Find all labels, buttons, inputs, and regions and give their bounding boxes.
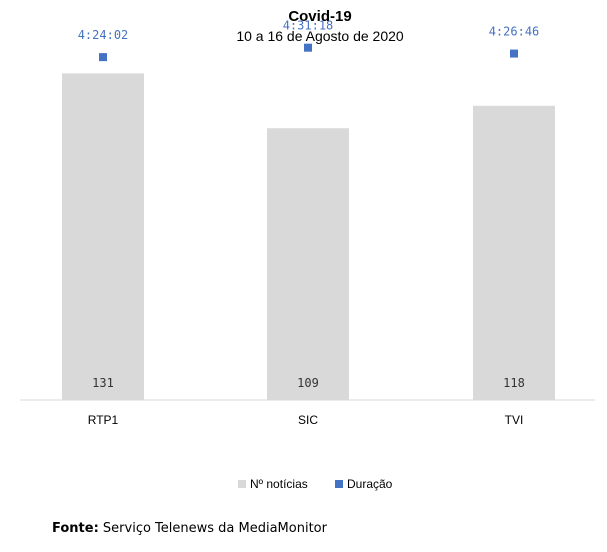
bar-rtp1 — [62, 73, 144, 400]
legend-swatch-duracao — [335, 480, 343, 488]
duration-label-sic: 4:31:18 — [283, 19, 334, 33]
source-label: Fonte: — [52, 521, 99, 536]
category-label-tvi: TVI — [505, 413, 524, 427]
bar-value-label-rtp1: 131 — [92, 376, 114, 390]
chart-subtitle: 10 a 16 de Agosto de 2020 — [236, 28, 404, 44]
legend: Nº notícias Duração — [238, 477, 393, 491]
legend-swatch-noticias — [238, 480, 246, 488]
source-note: Fonte: Serviço Telenews da MediaMonitor — [52, 521, 327, 536]
duration-marker-sic — [304, 43, 312, 52]
bar-sic — [267, 128, 349, 400]
duration-marker-group: 4:24:02 4:31:18 4:26:46 — [78, 19, 540, 62]
bar-value-label-tvi: 118 — [503, 376, 525, 390]
bar-group: 131 109 118 — [62, 73, 555, 400]
category-label-rtp1: RTP1 — [88, 413, 119, 427]
bar-value-label-sic: 109 — [297, 376, 319, 390]
duration-marker-rtp1 — [99, 53, 107, 62]
legend-label-duracao: Duração — [347, 477, 393, 491]
category-label-group: RTP1 SIC TVI — [88, 413, 524, 427]
duration-marker-tvi — [510, 49, 518, 58]
source-text: Serviço Telenews da MediaMonitor — [98, 521, 327, 536]
duration-label-rtp1: 4:24:02 — [78, 28, 129, 42]
legend-label-noticias: Nº notícias — [250, 477, 308, 491]
bar-tvi — [473, 105, 555, 400]
category-label-sic: SIC — [298, 413, 318, 427]
duration-label-tvi: 4:26:46 — [489, 25, 540, 39]
chart-title: Covid-19 — [288, 8, 351, 25]
